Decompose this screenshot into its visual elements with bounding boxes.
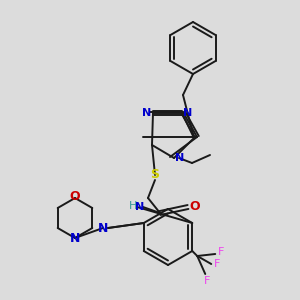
Text: N: N	[176, 153, 184, 163]
Text: N: N	[183, 108, 193, 118]
Text: F: F	[218, 247, 224, 257]
Text: O: O	[70, 190, 80, 203]
Text: N: N	[135, 202, 145, 212]
Text: F: F	[214, 259, 220, 269]
Text: O: O	[190, 200, 200, 214]
Text: N: N	[142, 108, 152, 118]
Text: F: F	[204, 276, 210, 286]
Text: N: N	[70, 232, 80, 245]
Text: N: N	[98, 221, 108, 235]
Text: H: H	[129, 201, 137, 211]
Text: S: S	[151, 169, 160, 182]
